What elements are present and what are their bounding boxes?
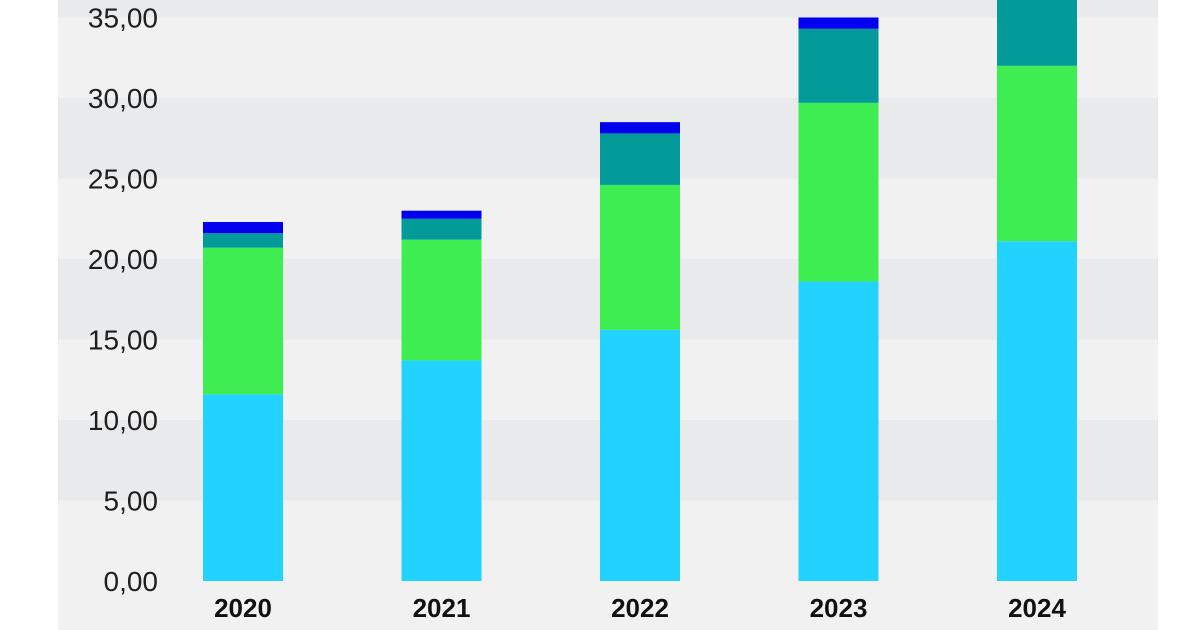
bar-segment (203, 247, 283, 395)
x-tick-label: 2024 (1008, 593, 1066, 623)
bar-segment (401, 360, 482, 581)
x-tick-label: 2023 (810, 593, 868, 623)
bar-segment (401, 239, 482, 361)
y-axis-ticks: 0,00 5,00 10,00 15,00 20,00 25,00 30,00 35,00 (88, 3, 158, 598)
bar-segment (997, 241, 1077, 582)
bars (203, 0, 1077, 582)
bar-segment (798, 28, 879, 103)
x-tick-label: 2021 (413, 593, 471, 623)
bar-segment (600, 329, 680, 581)
bar-segment (997, 65, 1077, 242)
y-tick-label: 5,00 (104, 486, 159, 517)
bar-segment (798, 102, 879, 282)
x-tick-label: 2022 (611, 593, 669, 623)
bar-segment (997, 0, 1077, 66)
bar-segment (600, 122, 680, 134)
y-tick-label: 35,00 (88, 3, 158, 34)
bar-segment (203, 221, 283, 234)
y-tick-label: 0,00 (104, 566, 159, 597)
bar-segment (798, 17, 879, 29)
x-axis-ticks: 2020 2021 2022 2023 2024 (214, 593, 1066, 623)
y-tick-label: 25,00 (88, 164, 158, 195)
bar-segment (203, 394, 283, 581)
y-tick-label: 15,00 (88, 325, 158, 356)
grid-band (58, 0, 1158, 18)
bar-segment (798, 281, 879, 581)
grid-band (58, 17, 1158, 98)
x-tick-label: 2020 (214, 593, 272, 623)
bar-segment (401, 218, 482, 240)
y-tick-label: 30,00 (88, 83, 158, 114)
bar-segment (401, 210, 482, 219)
bar-segment (203, 233, 283, 248)
y-tick-label: 10,00 (88, 405, 158, 436)
bar-segment (600, 184, 680, 330)
bar-segment (600, 133, 680, 185)
y-tick-label: 20,00 (88, 244, 158, 275)
